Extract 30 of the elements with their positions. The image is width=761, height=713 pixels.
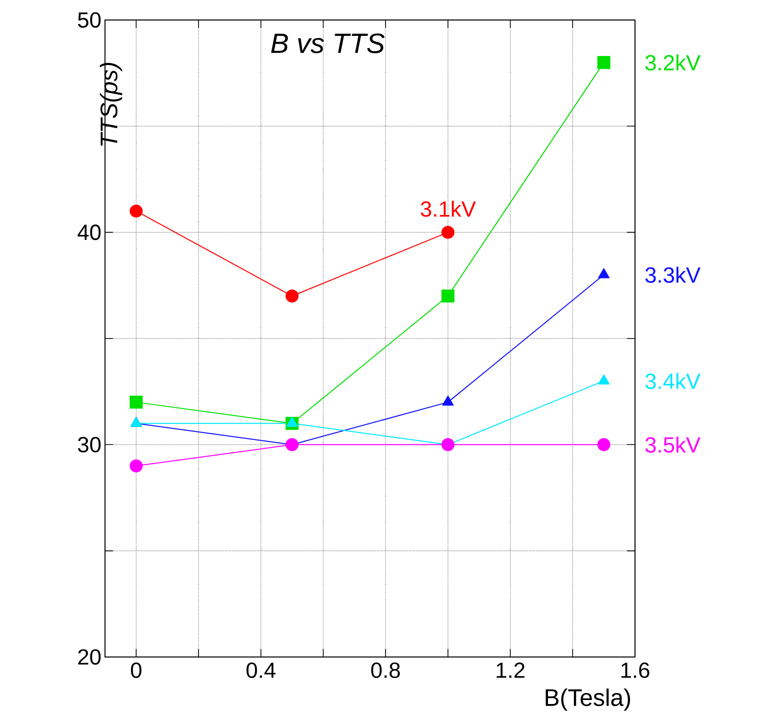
point <box>286 438 299 452</box>
series-label: 3.1kV <box>420 200 476 217</box>
y-tick-label: 50 <box>78 12 101 28</box>
point <box>130 459 143 472</box>
series-label: 3.5kV <box>645 436 700 453</box>
point <box>442 396 454 406</box>
x-tick-label: 1.6 <box>621 662 650 678</box>
y-tick-label: 20 <box>78 649 101 665</box>
x-tick-label: 0.8 <box>371 662 400 678</box>
point <box>441 438 454 452</box>
chart-title: B vs TTS <box>271 33 385 54</box>
point <box>598 374 610 384</box>
x-axis-title: B(Tesla) <box>546 688 630 711</box>
x-tick-label: 0.4 <box>246 662 276 678</box>
series-label: 3.2kV <box>645 54 700 71</box>
point <box>597 438 610 452</box>
y-tick-label: 40 <box>78 224 101 240</box>
series-label: 3.3kV <box>645 266 700 283</box>
point <box>598 268 610 278</box>
point <box>597 56 610 69</box>
point <box>286 416 298 427</box>
point <box>441 290 454 303</box>
x-tick-label: 0 <box>130 662 142 678</box>
point <box>286 290 299 303</box>
series-label: 3.4kV <box>645 372 700 390</box>
point <box>441 226 454 239</box>
y-tick-label: 30 <box>78 436 101 452</box>
x-tick-label: 1.2 <box>496 662 524 678</box>
point <box>130 204 143 218</box>
point <box>130 396 143 409</box>
